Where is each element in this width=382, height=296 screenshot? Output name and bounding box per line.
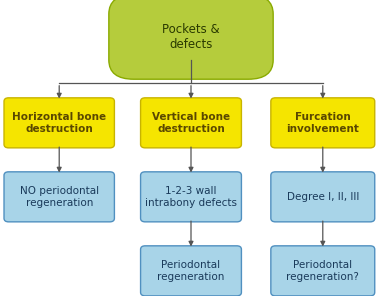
Text: Periodontal
regeneration: Periodontal regeneration <box>157 260 225 281</box>
Text: Furcation
involvement: Furcation involvement <box>286 112 359 133</box>
Text: NO periodontal
regeneration: NO periodontal regeneration <box>19 186 99 207</box>
Text: Degree I, II, III: Degree I, II, III <box>286 192 359 202</box>
FancyBboxPatch shape <box>4 98 115 148</box>
FancyBboxPatch shape <box>141 246 241 296</box>
Text: Horizontal bone
destruction: Horizontal bone destruction <box>12 112 106 133</box>
FancyBboxPatch shape <box>271 172 375 222</box>
FancyBboxPatch shape <box>4 172 115 222</box>
FancyBboxPatch shape <box>141 98 241 148</box>
FancyBboxPatch shape <box>141 172 241 222</box>
Text: Periodontal
regeneration?: Periodontal regeneration? <box>286 260 359 281</box>
Text: Pockets &
defects: Pockets & defects <box>162 23 220 51</box>
FancyBboxPatch shape <box>271 246 375 296</box>
Text: 1-2-3 wall
intrabony defects: 1-2-3 wall intrabony defects <box>145 186 237 207</box>
FancyBboxPatch shape <box>109 0 273 79</box>
FancyBboxPatch shape <box>271 98 375 148</box>
Text: Vertical bone
destruction: Vertical bone destruction <box>152 112 230 133</box>
